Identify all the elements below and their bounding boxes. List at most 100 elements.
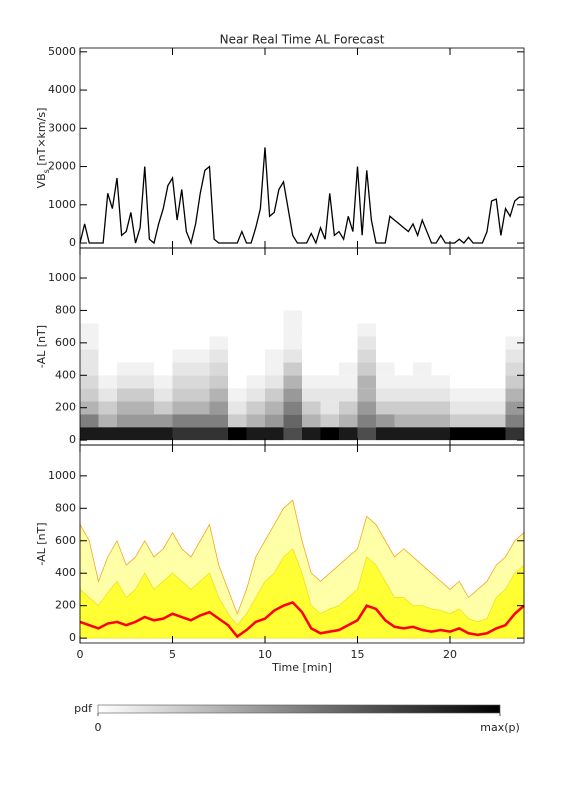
x-tick-label: 0 [77,648,84,661]
pdf-cell [117,414,136,428]
pdf-cell [376,362,395,376]
pdf-cell [320,427,339,441]
pdf-cell [228,414,247,428]
pdf-cell [135,362,154,376]
pdf-cell [154,401,173,415]
pdf-cell [135,336,154,350]
pdf-cell [228,427,247,441]
pdf-cell [505,414,524,428]
pdf-cell [302,401,321,415]
pdf-cell [172,323,191,337]
pdf-cell [487,323,506,337]
y-tick-label: 5000 [48,45,76,58]
pdf-cell [283,310,302,324]
pdf-cell [228,362,247,376]
pdf-cell [394,388,413,402]
pdf-cell [339,427,358,441]
pdf-cell [98,362,117,376]
quantile-area [79,548,525,639]
x-tick-label: 20 [443,648,457,661]
pdf-cell [357,427,376,441]
pdf-cell [228,310,247,324]
pdf-cell [413,414,432,428]
pdf-cell [302,375,321,389]
pdf-cell [487,388,506,402]
pdf-cell [505,323,524,337]
pdf-cell [117,362,136,376]
pdf-cell [468,388,487,402]
pdf-cell [487,427,506,441]
pdf-cell [413,336,432,350]
pdf-cell [172,414,191,428]
pdf-cell [246,349,265,363]
pdf-cell [117,427,136,441]
pdf-cell [357,388,376,402]
pdf-cell [413,323,432,337]
y-tick-label: 3000 [48,121,76,134]
pdf-cell [191,310,210,324]
pdf-cell [450,401,469,415]
pdf-cell [209,414,228,428]
y-axis-label: VBs [nT×km/s] [35,108,51,189]
pdf-cell [468,323,487,337]
pdf-cell [431,362,450,376]
y-tick-label: 600 [55,534,76,547]
pdf-cell [450,336,469,350]
pdf-cell [505,336,524,350]
pdf-cell [246,323,265,337]
y-axis-label-part: -AL [nT] [35,522,48,565]
y-axis-label-part: -AL [nT] [35,325,48,368]
pdf-cell [339,336,358,350]
pdf-cell [172,427,191,441]
pdf-cell [376,401,395,415]
pdf-cell [265,414,284,428]
pdf-cell [431,310,450,324]
pdf-cell [135,310,154,324]
pdf-cell [468,336,487,350]
pdf-cell [357,310,376,324]
pdf-cell [135,388,154,402]
pdf-cell [283,427,302,441]
pdf-cell [80,375,99,389]
pdf-cell [505,310,524,324]
pdf-cell [450,375,469,389]
pdf-cell [80,310,99,324]
pdf-cell [320,375,339,389]
pdf-cell [394,414,413,428]
pdf-cell [283,362,302,376]
pdf-cell [394,427,413,441]
pdf-cell [98,388,117,402]
pdf-cell [80,401,99,415]
pdf-cell [450,323,469,337]
y-tick-label: 0 [69,433,76,446]
pdf-cell [135,427,154,441]
pdf-cell [80,323,99,337]
colorbar-tick-label: max(p) [480,721,520,734]
pdf-cell [98,310,117,324]
pdf-cell [172,375,191,389]
pdf-cell [209,388,228,402]
pdf-cell [468,375,487,389]
vbs-line [79,147,524,246]
pdf-cell [339,388,358,402]
pdf-cell [283,401,302,415]
pdf-cell [302,323,321,337]
pdf-cell [154,375,173,389]
x-tick-label: 5 [169,648,176,661]
pdf-cell [209,336,228,350]
pdf-cell [98,414,117,428]
pdf-cell [302,414,321,428]
panel [79,499,525,639]
pdf-cell [117,336,136,350]
pdf-cell [431,414,450,428]
pdf-cell [394,349,413,363]
pdf-cell [154,336,173,350]
pdf-cell [98,323,117,337]
pdf-cell [487,310,506,324]
x-tick-label: 10 [258,648,272,661]
pdf-cell [357,375,376,389]
pdf-cell [339,349,358,363]
pdf-cell [265,375,284,389]
pdf-cell [246,388,265,402]
